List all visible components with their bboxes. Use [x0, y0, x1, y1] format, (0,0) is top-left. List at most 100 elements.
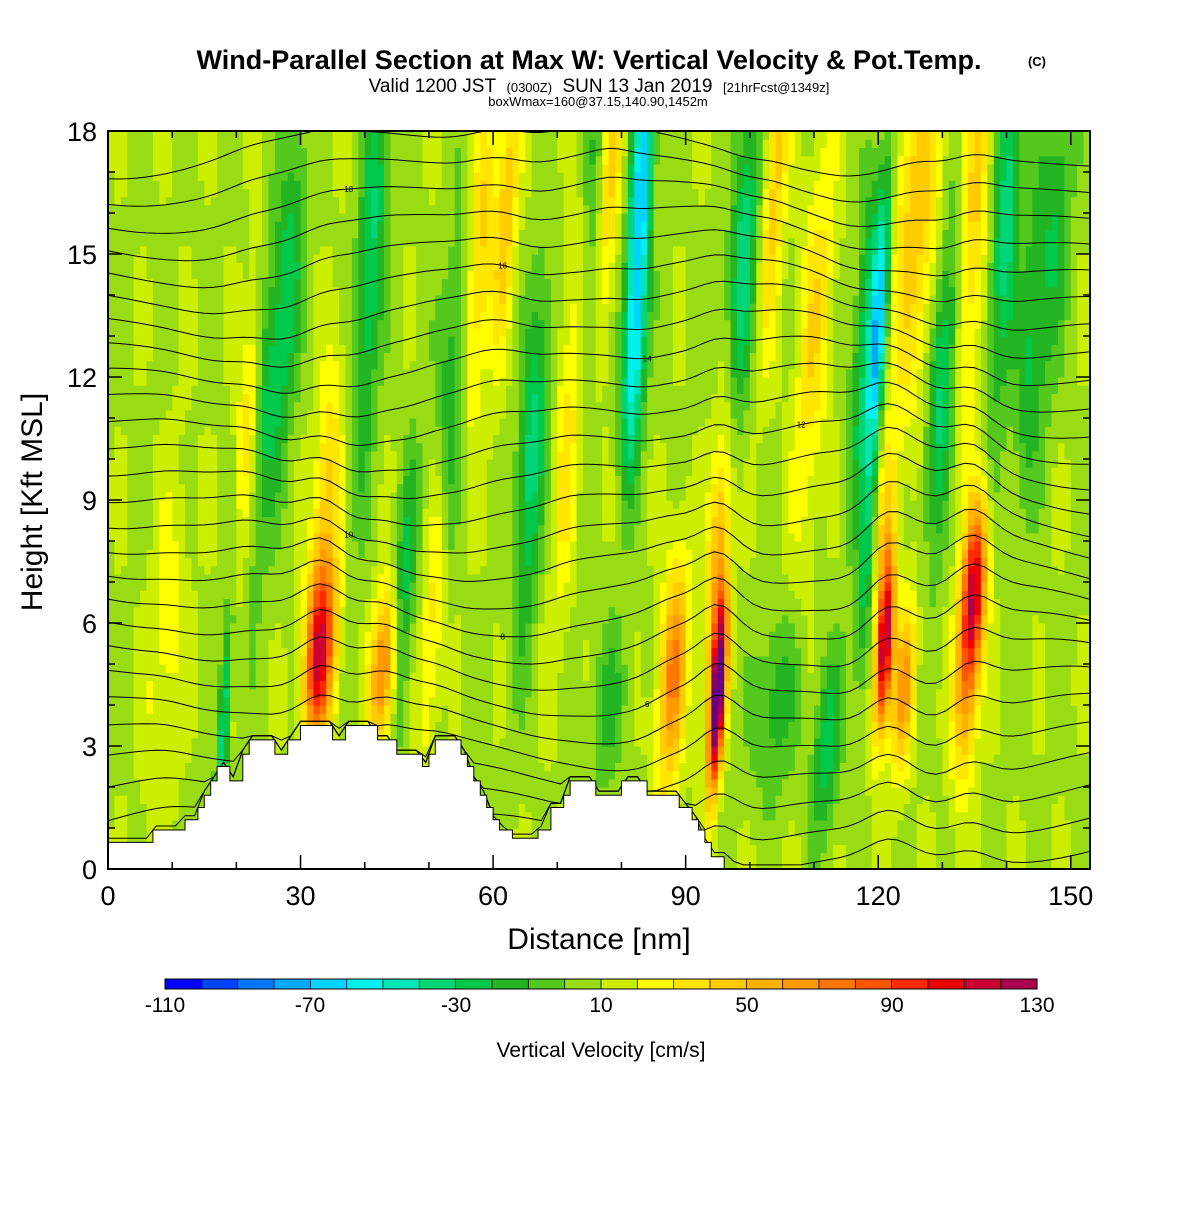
w-cell — [980, 729, 988, 739]
w-cell — [306, 606, 314, 616]
w-cell — [178, 623, 186, 632]
w-cell — [730, 860, 738, 870]
w-cell — [814, 737, 822, 747]
w-cell — [1025, 680, 1033, 690]
w-cell — [480, 598, 488, 608]
w-cell — [1057, 746, 1065, 755]
w-cell — [262, 647, 270, 657]
w-cell — [852, 639, 860, 649]
w-cell — [788, 680, 796, 690]
w-cell — [114, 819, 122, 829]
w-cell — [1083, 844, 1091, 854]
w-cell — [377, 606, 385, 616]
w-cell — [769, 721, 777, 731]
w-cell — [955, 729, 963, 739]
w-cell — [769, 787, 777, 796]
w-cell — [441, 614, 449, 624]
w-cell — [807, 688, 815, 698]
w-cell — [910, 688, 918, 698]
w-cell — [903, 688, 911, 698]
w-cell — [563, 664, 571, 673]
w-cell — [749, 623, 757, 632]
w-cell — [987, 811, 995, 821]
w-cell — [897, 737, 905, 747]
w-cell — [255, 729, 263, 739]
w-cell — [422, 721, 430, 731]
w-cell — [120, 778, 128, 788]
w-cell — [801, 803, 809, 813]
w-cell — [1019, 860, 1027, 870]
w-cell — [711, 795, 719, 804]
w-cell — [1006, 852, 1014, 862]
w-cell — [518, 811, 526, 821]
w-cell — [467, 688, 475, 698]
w-cell — [1012, 787, 1020, 796]
w-cell — [910, 614, 918, 624]
w-cell — [1057, 787, 1065, 796]
w-cell — [1032, 762, 1040, 772]
w-cell — [781, 795, 789, 804]
w-cell — [974, 721, 982, 731]
w-cell — [294, 631, 302, 640]
w-cell — [165, 655, 173, 665]
w-cell — [814, 688, 822, 698]
w-cell — [268, 721, 276, 731]
w-cell — [833, 836, 841, 845]
w-cell — [505, 754, 513, 763]
w-cell — [968, 746, 976, 755]
w-cell — [814, 852, 822, 862]
w-cell — [987, 795, 995, 804]
w-cell — [858, 631, 866, 640]
w-cell — [576, 606, 584, 616]
w-cell — [274, 639, 282, 649]
w-cell — [1019, 614, 1027, 624]
w-cell — [114, 787, 122, 796]
w-cell — [204, 705, 212, 714]
w-cell — [775, 721, 783, 731]
w-cell — [582, 647, 590, 657]
w-cell — [197, 754, 205, 763]
w-cell — [127, 713, 135, 722]
w-cell — [801, 762, 809, 772]
w-cell — [968, 705, 976, 714]
w-cell — [377, 655, 385, 665]
w-cell — [197, 762, 205, 772]
w-cell — [884, 696, 892, 706]
w-cell — [781, 655, 789, 665]
w-cell — [210, 721, 218, 731]
w-cell — [197, 639, 205, 649]
w-cell — [679, 729, 687, 739]
w-cell — [672, 606, 680, 616]
w-cell — [948, 729, 956, 739]
w-cell — [518, 803, 526, 813]
w-cell — [788, 664, 796, 673]
w-cell — [499, 721, 507, 731]
w-cell — [576, 655, 584, 665]
w-cell — [692, 688, 700, 698]
w-cell — [133, 746, 141, 755]
w-cell — [653, 614, 661, 624]
w-cell — [903, 647, 911, 657]
w-cell — [223, 614, 231, 624]
w-cell — [910, 828, 918, 837]
w-cell — [916, 860, 924, 870]
w-cell — [762, 672, 770, 681]
w-cell — [743, 803, 751, 813]
w-cell — [1070, 705, 1078, 714]
w-cell — [306, 680, 314, 690]
w-cell — [974, 614, 982, 624]
w-cell — [993, 705, 1001, 714]
w-cell — [127, 696, 135, 706]
w-cell — [775, 705, 783, 714]
w-cell — [454, 655, 462, 665]
w-cell — [108, 729, 116, 739]
w-cell — [185, 705, 193, 714]
w-cell — [711, 631, 719, 640]
w-cell — [929, 631, 937, 640]
w-cell — [807, 762, 815, 772]
w-cell — [980, 787, 988, 796]
w-cell — [525, 688, 533, 698]
w-cell — [300, 664, 308, 673]
w-cell — [249, 614, 257, 624]
w-cell — [281, 688, 289, 698]
